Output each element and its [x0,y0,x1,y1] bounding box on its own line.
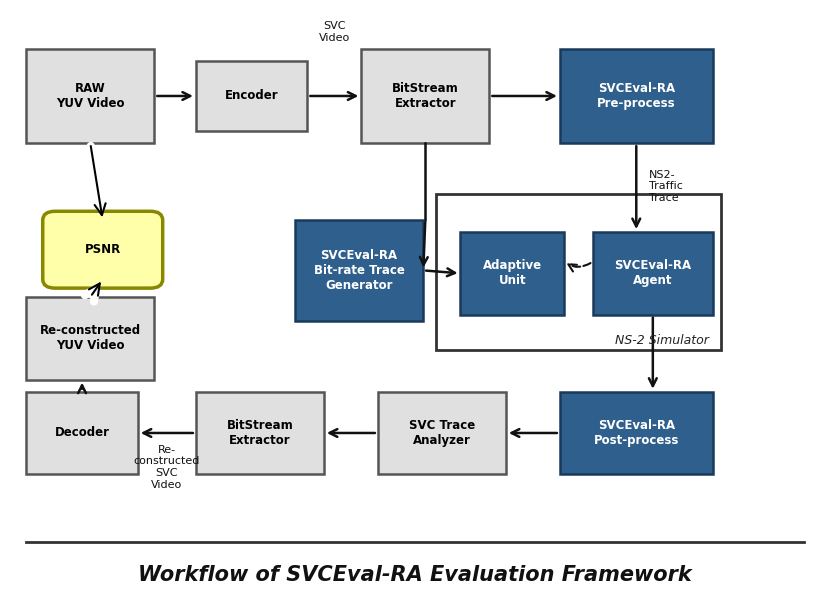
Bar [27,297,154,380]
Bar [295,220,423,321]
Text: RAW
YUV Video: RAW YUV Video [56,82,124,110]
Text: SVCEval-RA
Post-process: SVCEval-RA Post-process [593,419,679,447]
Bar [196,391,324,475]
Bar [593,232,713,315]
Text: SVCEval-RA
Bit-rate Trace
Generator: SVCEval-RA Bit-rate Trace Generator [314,249,404,292]
Bar [559,49,713,143]
Text: PSNR: PSNR [85,243,121,256]
Text: BitStream
Extractor: BitStream Extractor [392,82,459,110]
Text: Re-constructed
YUV Video: Re-constructed YUV Video [40,324,141,352]
Text: SVC Trace
Analyzer: SVC Trace Analyzer [408,419,475,447]
Text: SVCEval-RA
Agent: SVCEval-RA Agent [614,260,691,287]
Text: Workflow of SVCEval-RA Evaluation Framework: Workflow of SVCEval-RA Evaluation Framew… [138,565,692,585]
Bar [436,194,721,350]
Bar [361,49,490,143]
Text: SVC
Video: SVC Video [319,21,350,43]
Text: BitStream
Extractor: BitStream Extractor [227,419,293,447]
Bar [559,391,713,475]
Text: Encoder: Encoder [225,90,278,103]
FancyBboxPatch shape [43,211,163,288]
Text: NS2-
Traffic
Trace: NS2- Traffic Trace [649,170,682,203]
Bar [196,61,307,131]
Text: Re-
constructed
SVC
Video: Re- constructed SVC Video [134,445,200,489]
Text: NS-2 Simulator: NS-2 Simulator [615,334,709,347]
Bar [27,49,154,143]
Bar [27,391,138,475]
Bar [378,391,506,475]
Bar [461,232,564,315]
Text: SVCEval-RA
Pre-process: SVCEval-RA Pre-process [597,82,676,110]
Text: Adaptive
Unit: Adaptive Unit [482,260,542,287]
Text: Decoder: Decoder [55,426,110,440]
